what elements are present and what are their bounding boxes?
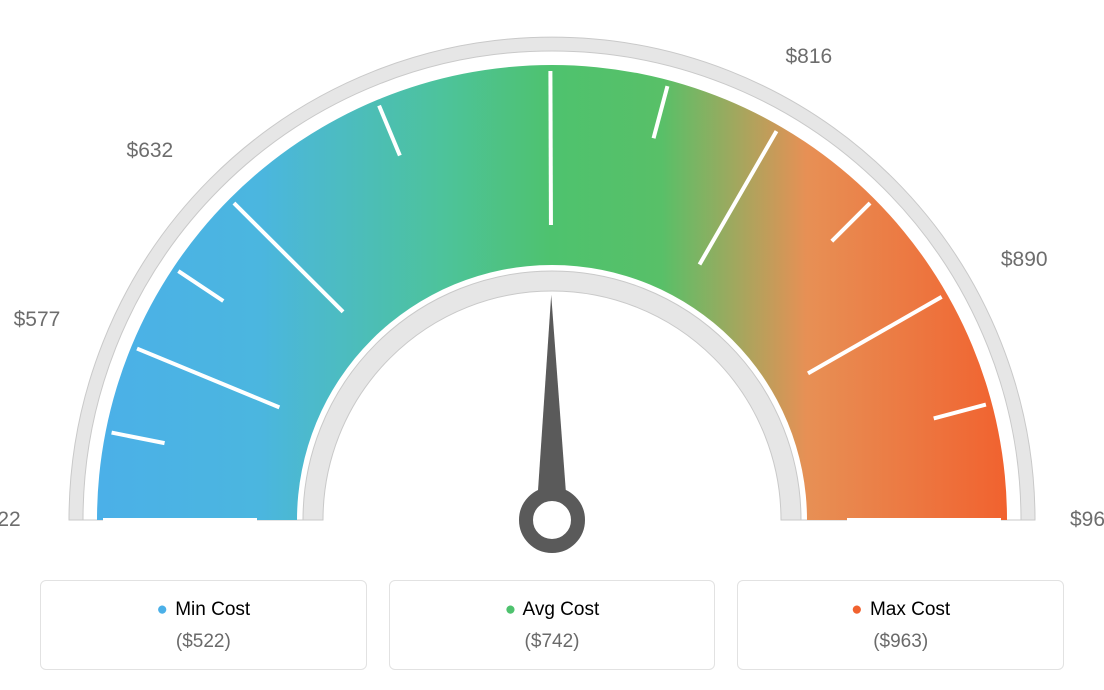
legend-card-min: ● Min Cost ($522)	[40, 580, 367, 670]
gauge-tick-label: $963	[1070, 508, 1104, 532]
legend-label-avg: Avg Cost	[522, 599, 599, 620]
gauge-tick-label: $577	[14, 308, 61, 332]
legend-dot-avg: ●	[505, 599, 518, 620]
gauge-tick-label: $890	[1001, 248, 1048, 272]
legend-dot-min: ●	[156, 599, 169, 620]
gauge-chart-container: $522$577$632$742$816$890$963 ● Min Cost …	[0, 0, 1104, 690]
legend-card-max: ● Max Cost ($963)	[737, 580, 1064, 670]
gauge-tick-label: $522	[0, 508, 21, 532]
legend-value-avg: ($742)	[400, 631, 705, 653]
legend-label-min: Min Cost	[175, 599, 250, 620]
gauge-tick-label: $632	[127, 139, 174, 163]
legend-value-max: ($963)	[748, 631, 1053, 653]
gauge-svg	[0, 0, 1104, 560]
legend-value-min: ($522)	[51, 631, 356, 653]
legend-card-avg: ● Avg Cost ($742)	[389, 580, 716, 670]
legend-title-avg: ● Avg Cost	[400, 599, 705, 621]
legend-dot-max: ●	[851, 599, 864, 620]
legend-label-max: Max Cost	[870, 599, 950, 620]
legend-row: ● Min Cost ($522) ● Avg Cost ($742) ● Ma…	[40, 580, 1064, 670]
gauge: $522$577$632$742$816$890$963	[0, 0, 1104, 560]
legend-title-max: ● Max Cost	[748, 599, 1053, 621]
gauge-tick-label: $816	[786, 45, 833, 69]
legend-title-min: ● Min Cost	[51, 599, 356, 621]
